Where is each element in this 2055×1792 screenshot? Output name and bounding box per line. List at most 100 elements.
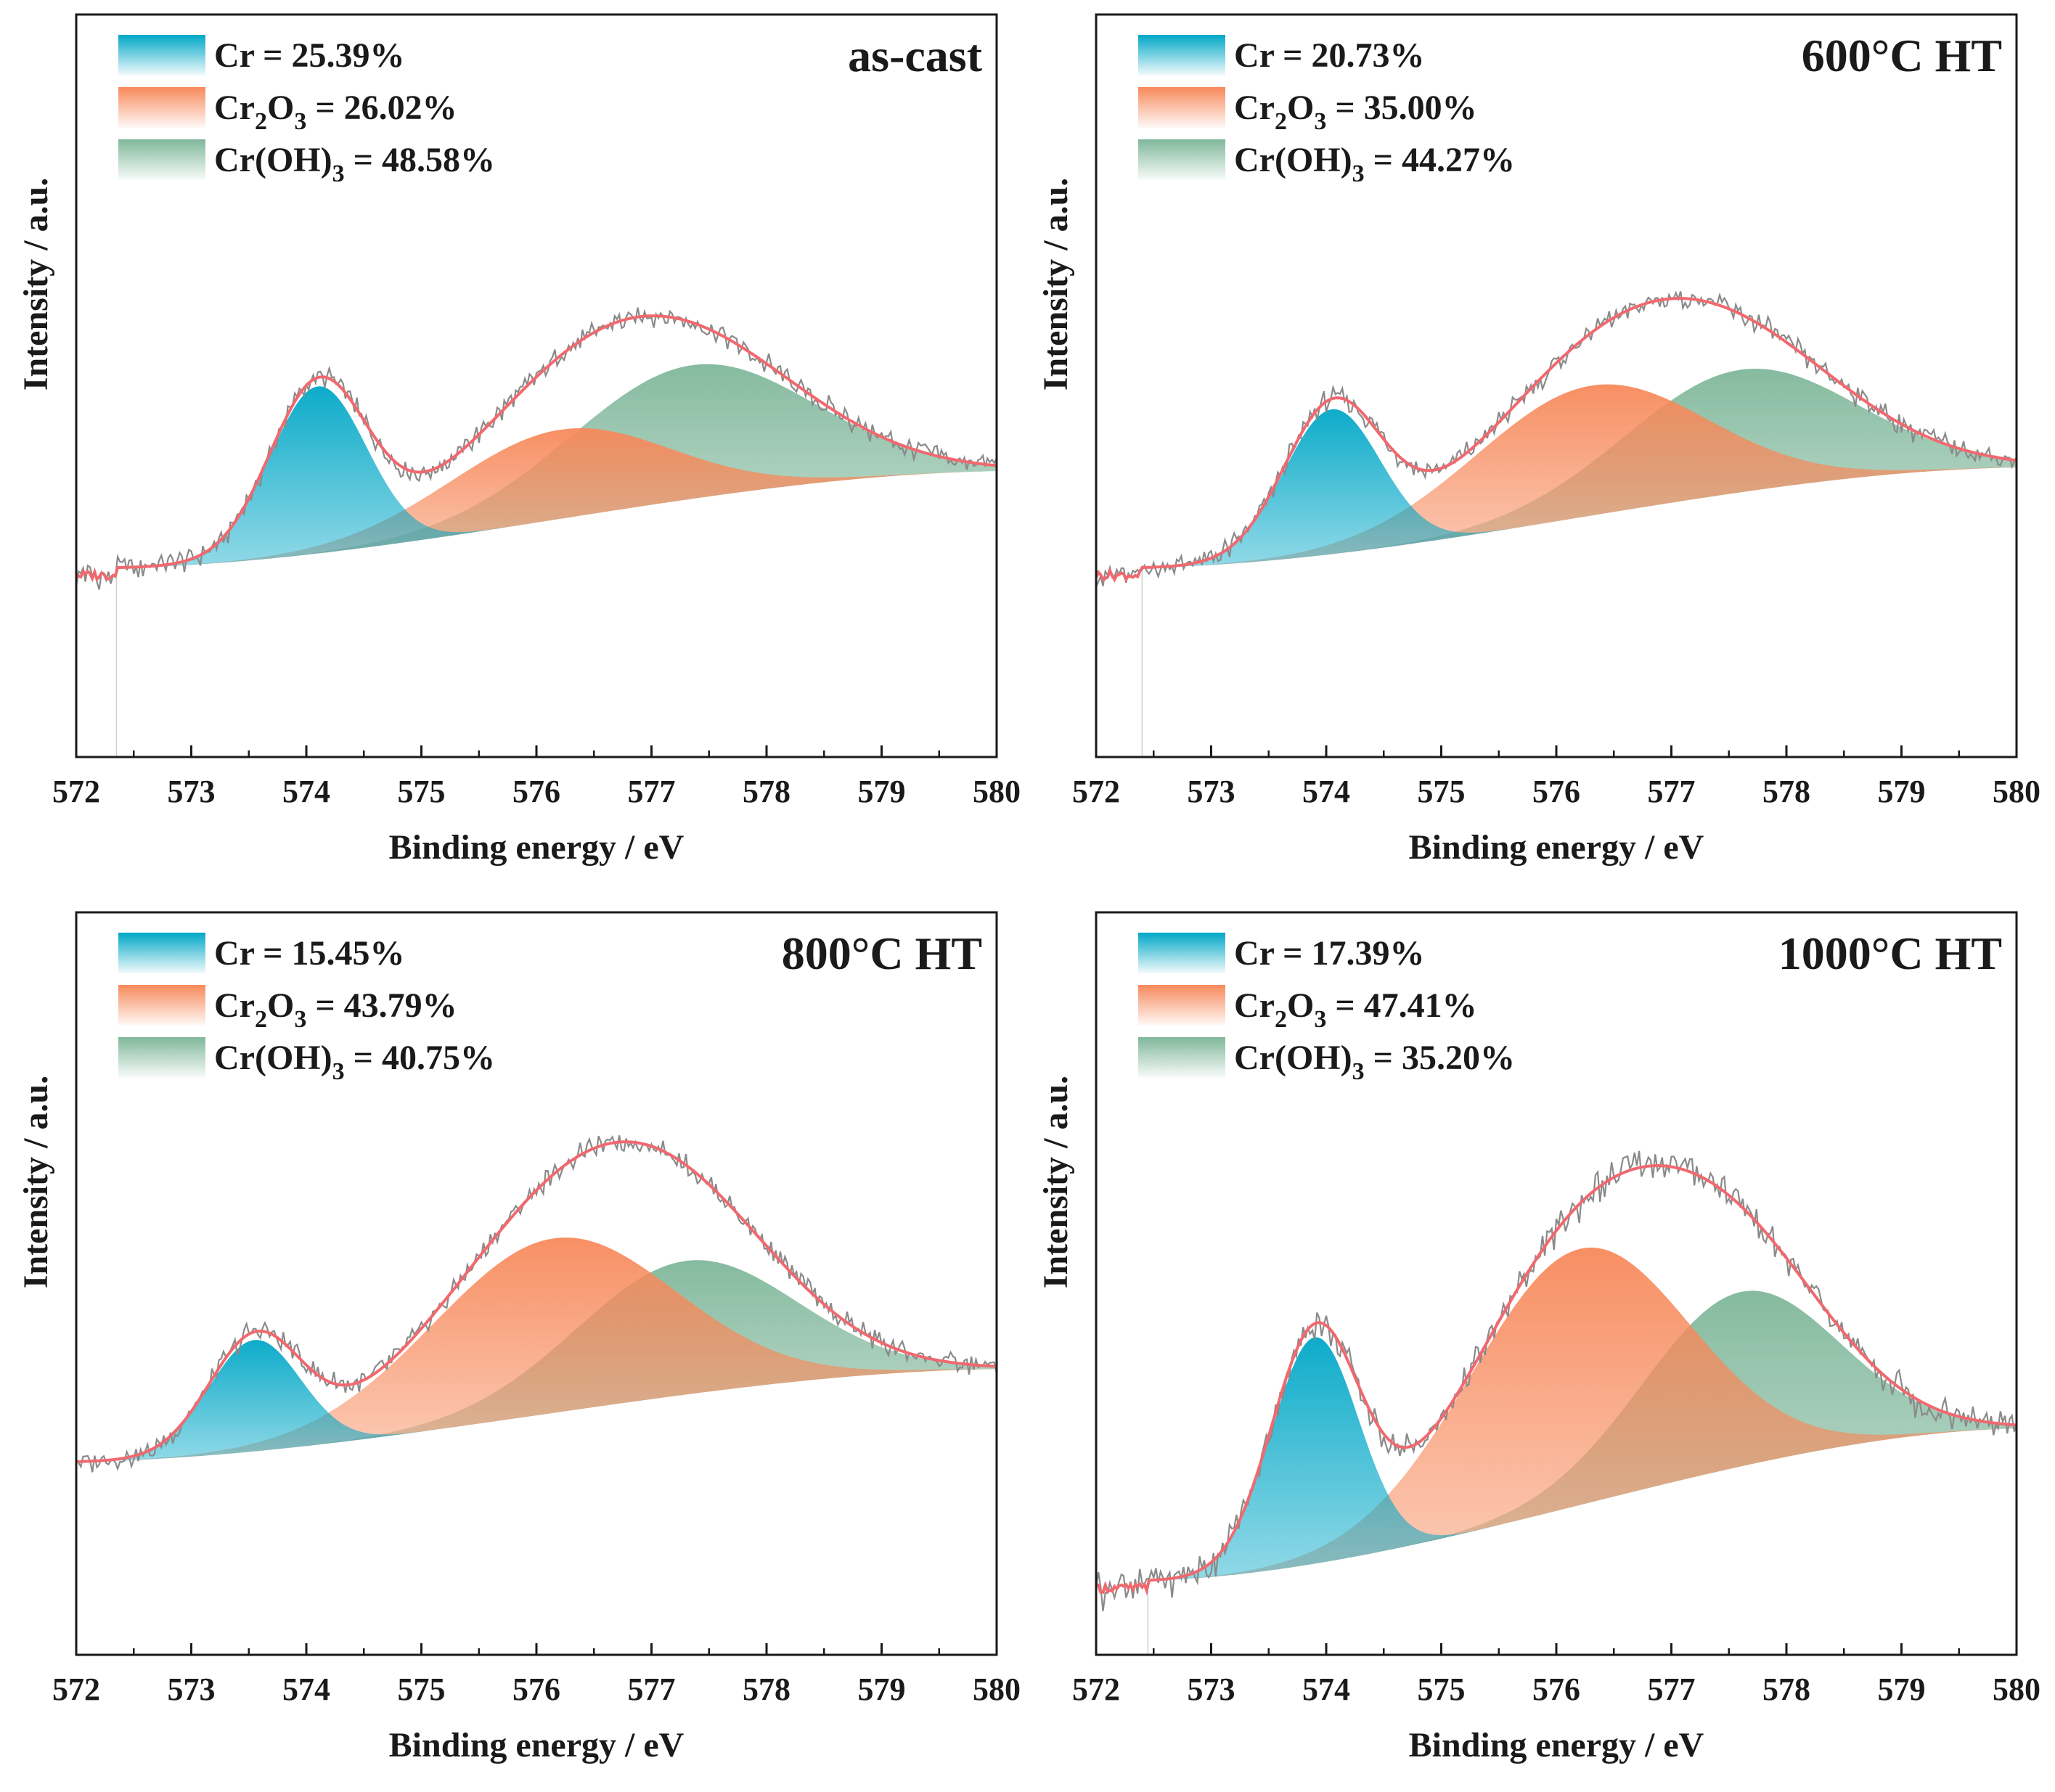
- legend: Cr = 17.39% Cr2O3 = 47.41% Cr(OH)3 = 35.20…: [1138, 933, 1515, 1085]
- peak-cr: [116, 386, 997, 568]
- legend-label-cr2o3: Cr2O3 = 43.79%: [214, 986, 457, 1033]
- legend-swatch-croh3: [1138, 1037, 1225, 1078]
- legend-swatch-croh3: [118, 1037, 205, 1078]
- legend-swatch-cr2o3: [1138, 985, 1225, 1026]
- peak-cr2o3: [1142, 384, 2017, 568]
- x-tick-label: 580: [973, 1672, 1021, 1707]
- legend-label-cr: Cr = 17.39%: [1234, 934, 1424, 973]
- x-tick-label: 580: [973, 774, 1021, 809]
- x-tick-label: 579: [858, 774, 906, 809]
- x-tick-label: 572: [52, 1672, 100, 1707]
- plot-area: [76, 1135, 997, 1655]
- legend-swatch-cr2o3: [1138, 87, 1225, 128]
- x-axis-title: Binding energy / eV: [389, 1726, 685, 1764]
- peak-cr: [76, 1340, 997, 1462]
- x-tick-label: 579: [858, 1672, 906, 1707]
- legend-label-cr: Cr = 25.39%: [214, 36, 404, 75]
- x-tick-label: 577: [628, 774, 676, 809]
- legend-swatch-croh3: [118, 139, 205, 180]
- panel-600c-ht: 572 573 574 575 576 577 578 579 580 Binding energ…: [1037, 13, 2040, 867]
- legend-label-cr2o3: Cr2O3 = 26.02%: [214, 89, 457, 135]
- panel-as-cast: 572 573 574 575 576 577 578 579 580 Binding energ…: [17, 13, 1021, 867]
- x-tick-label: 572: [1072, 1672, 1120, 1707]
- peak-cr2o3: [116, 428, 997, 568]
- fitted-envelope-line: [1096, 1163, 2017, 1596]
- peak-croh3: [76, 1260, 997, 1462]
- panel-title: 1000°C HT: [1778, 928, 2002, 979]
- x-tick-label: 573: [1188, 774, 1235, 809]
- legend-swatch-cr2o3: [118, 87, 205, 128]
- x-tick-label: 575: [1418, 774, 1466, 809]
- x-tick-label: 577: [1648, 1672, 1696, 1707]
- legend: Cr = 15.45% Cr2O3 = 43.79% Cr(OH)3 = 40.75…: [118, 933, 495, 1085]
- panel-title: 800°C HT: [782, 928, 982, 979]
- x-axis-title: Binding energy / eV: [389, 828, 685, 867]
- y-axis-title: Intensity / a.u.: [1037, 1076, 1075, 1288]
- x-axis-title: Binding energy / eV: [1409, 1726, 1704, 1764]
- x-tick-label: 577: [628, 1672, 676, 1707]
- x-tick-label: 578: [1762, 774, 1810, 809]
- x-tick-label: 578: [1762, 1672, 1810, 1707]
- x-tick-label: 576: [1532, 774, 1580, 809]
- plot-area: [76, 307, 997, 757]
- peak-cr: [1142, 409, 2017, 568]
- legend-label-cr2o3: Cr2O3 = 47.41%: [1234, 986, 1477, 1033]
- legend: Cr = 20.73% Cr2O3 = 35.00% Cr(OH)3 = 44.27…: [1138, 35, 1515, 187]
- legend-swatch-cr: [1138, 933, 1225, 973]
- x-tick-label: 574: [1302, 774, 1350, 809]
- x-tick-label: 579: [1878, 774, 1926, 809]
- plot-area: [1096, 290, 2017, 757]
- x-tick-label: 580: [1993, 1672, 2040, 1707]
- legend-label-croh3: Cr(OH)3 = 44.27%: [1234, 141, 1515, 187]
- plot-area: [1096, 1150, 2017, 1655]
- panel-1000c-ht: 572 573 574 575 576 577 578 579 580 Binding energ…: [1037, 911, 2040, 1764]
- x-tick-label: 575: [1418, 1672, 1466, 1707]
- peak-cr2o3: [1148, 1247, 2017, 1581]
- legend-swatch-croh3: [1138, 139, 1225, 180]
- fitted-envelope-line: [1096, 297, 2017, 583]
- panel-800c-ht: 572 573 574 575 576 577 578 579 580 Binding energ…: [17, 911, 1021, 1764]
- x-tick-label: 573: [1188, 1672, 1235, 1707]
- peak-cr2o3: [76, 1237, 997, 1462]
- y-axis-title: Intensity / a.u.: [17, 178, 55, 390]
- x-tick-label: 579: [1878, 1672, 1926, 1707]
- panel-title: as-cast: [848, 30, 983, 81]
- peak-croh3: [1142, 369, 2017, 568]
- x-tick-label: 577: [1648, 774, 1696, 809]
- x-tick-label: 578: [743, 774, 790, 809]
- legend: Cr = 25.39% Cr2O3 = 26.02% Cr(OH)3 = 48.58…: [118, 35, 495, 187]
- x-tick-label: 580: [1993, 774, 2040, 809]
- legend-swatch-cr: [1138, 35, 1225, 75]
- legend-label-cr: Cr = 15.45%: [214, 934, 404, 973]
- peak-croh3: [1148, 1290, 2017, 1581]
- x-tick-label: 578: [743, 1672, 790, 1707]
- y-axis-title: Intensity / a.u.: [17, 1076, 55, 1288]
- x-tick-label: 574: [282, 1672, 330, 1707]
- x-tick-label: 572: [52, 774, 100, 809]
- peak-cr: [1148, 1337, 2017, 1581]
- x-axis-title: Binding energy / eV: [1409, 828, 1704, 867]
- legend-label-croh3: Cr(OH)3 = 48.58%: [214, 141, 495, 187]
- y-axis-title: Intensity / a.u.: [1037, 178, 1075, 390]
- legend-label-croh3: Cr(OH)3 = 35.20%: [1234, 1039, 1515, 1085]
- legend-label-croh3: Cr(OH)3 = 40.75%: [214, 1039, 495, 1085]
- x-tick-label: 576: [512, 774, 560, 809]
- x-tick-label: 572: [1072, 774, 1120, 809]
- legend-swatch-cr: [118, 933, 205, 973]
- x-tick-label: 574: [1302, 1672, 1350, 1707]
- x-tick-label: 575: [398, 774, 446, 809]
- panel-title: 600°C HT: [1802, 30, 2002, 81]
- legend-swatch-cr: [118, 35, 205, 75]
- x-tick-label: 575: [398, 1672, 446, 1707]
- legend-label-cr: Cr = 20.73%: [1234, 36, 1424, 75]
- fitted-envelope-line: [76, 314, 997, 583]
- x-tick-label: 573: [168, 774, 216, 809]
- x-tick-label: 574: [282, 774, 330, 809]
- x-tick-label: 576: [512, 1672, 560, 1707]
- fitted-envelope-line: [76, 1140, 997, 1463]
- legend-swatch-cr2o3: [118, 985, 205, 1026]
- x-tick-label: 576: [1532, 1672, 1580, 1707]
- x-tick-label: 573: [168, 1672, 216, 1707]
